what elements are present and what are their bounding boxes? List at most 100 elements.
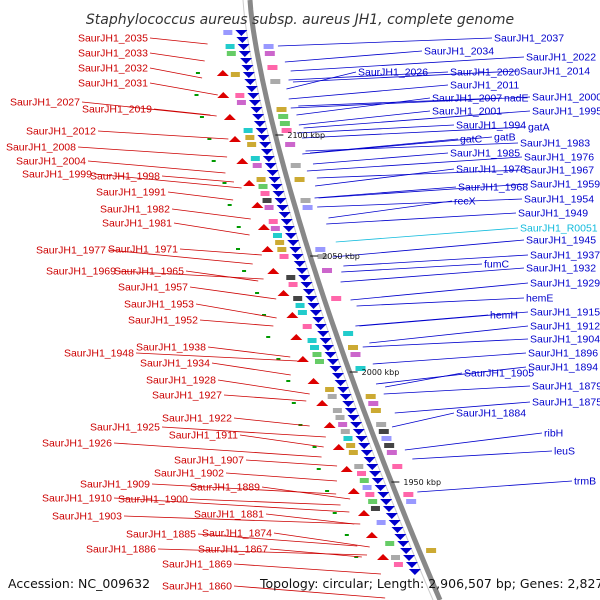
right-gene-label[interactable]: gatA [528,122,550,134]
left-gene-label[interactable]: SaurJH1_2033 [78,48,148,60]
right-gene-label[interactable]: SaurJH1_1879 [532,381,600,393]
left-gene-label[interactable]: SaurJH1_1907 [174,455,244,467]
left-gene-label[interactable]: SaurJH1_1867 [198,544,268,556]
left-gene-label[interactable]: SaurJH1_1927 [152,390,222,402]
gene-marker [236,248,241,250]
left-gene-label[interactable]: SaurJH1_1910 [42,493,112,505]
right-gene-label[interactable]: nadE [504,93,529,105]
left-gene-label[interactable]: SaurJH1_1903 [52,511,122,523]
left-gene-label[interactable]: SaurJH1_2032 [78,63,148,75]
right-gene-label[interactable]: SaurJH1_2014 [520,66,590,78]
right-gene-label[interactable]: SaurJH1_1967 [524,165,594,177]
right-gene-label[interactable]: trmB [574,476,596,488]
left-gene-label[interactable]: SaurJH1_1911 [169,430,238,442]
left-gene-label[interactable]: SaurJH1_1981 [102,218,172,230]
right-gene-label[interactable]: SaurJH1_1912 [530,321,600,333]
left-gene-label[interactable]: SaurJH1_2031 [78,78,148,90]
left-gene-label[interactable]: SaurJH1_1900 [118,494,188,506]
right-gene-label[interactable]: SaurJH1_2022 [526,52,596,64]
right-leader-line [335,227,519,243]
right-gene-label[interactable]: SaurJH1_1985 [450,148,520,160]
left-gene-label[interactable]: SaurJH1_1885 [126,529,196,541]
right-gene-label[interactable]: SaurJH1_1978 [456,164,526,176]
right-gene-label[interactable]: SaurJH1_1915 [530,307,600,319]
right-gene-label[interactable]: recX [454,196,476,208]
left-gene-label[interactable]: SaurJH1_2004 [16,156,86,168]
right-gene-label[interactable]: SaurJH1_1904 [530,334,600,346]
reverse-gene-arrow [305,296,318,302]
left-gene-label[interactable]: SaurJH1_1971 [108,244,178,256]
left-gene-label[interactable]: SaurJH1_1886 [86,544,156,556]
left-gene-label[interactable]: SaurJH1_1874 [202,528,272,540]
right-gene-label[interactable]: SaurJH1_1983 [520,138,590,150]
cog-box [355,366,366,371]
left-gene-label[interactable]: SaurJH1_1934 [140,358,210,370]
left-gene-label[interactable]: SaurJH1_2012 [26,126,96,138]
right-gene-label[interactable]: fumC [484,259,510,271]
left-gene-label[interactable]: SaurJH1_1869 [162,559,232,571]
right-gene-label[interactable]: SaurJH1_1884 [456,408,526,420]
left-gene-label[interactable]: SaurJH1_1860 [162,581,232,593]
right-gene-label[interactable]: hemE [526,293,553,305]
left-gene-label[interactable]: SaurJH1_1952 [128,315,198,327]
right-gene-label[interactable]: SaurJH1_2020 [450,67,520,79]
right-gene-label[interactable]: hemH [490,310,518,322]
right-gene-label[interactable]: SaurJH1_1954 [524,194,594,206]
left-gene-label[interactable]: SaurJH1_2008 [6,142,76,154]
right-gene-label[interactable]: SaurJH1_1894 [528,362,598,374]
right-gene-label[interactable]: SaurJH1_1949 [518,208,588,220]
right-gene-label[interactable]: SaurJH1_2037 [494,33,564,45]
left-gene-label[interactable]: SaurJH1_1998 [90,171,160,183]
right-gene-label[interactable]: SaurJH1_1875 [532,397,600,409]
right-gene-label[interactable]: SaurJH1_1976 [524,152,594,164]
left-gene-label[interactable]: SaurJH1_1938 [136,342,206,354]
right-gene-label[interactable]: SaurJH1_1932 [526,263,596,275]
left-gene-label[interactable]: SaurJH1_1982 [100,204,170,216]
left-gene-label[interactable]: SaurJH1_1977 [36,245,106,257]
right-gene-label[interactable]: SaurJH1_2001 [432,106,502,118]
left-gene-label[interactable]: SaurJH1_1969 [46,266,116,278]
cog-box [384,443,395,448]
left-gene-label[interactable]: SaurJH1_1922 [162,413,232,425]
left-gene-label[interactable]: SaurJH1_1889 [190,482,260,494]
gene-labels[interactable]: SaurJH1_2035 SaurJH1_2033 SaurJH1_2032 Saur… [6,33,600,593]
left-gene-label[interactable]: SaurJH1_1928 [146,375,216,387]
right-gene-label[interactable]: leuS [554,446,575,458]
right-gene-label[interactable]: SaurJH1_1968 [458,182,528,194]
left-gene-label[interactable]: SaurJH1_1965 [114,266,184,278]
left-gene-label[interactable]: SaurJH1_1953 [124,299,194,311]
right-gene-label[interactable]: SaurJH1_1945 [526,235,596,247]
right-gene-label[interactable]: SaurJH1_2011 [450,80,519,92]
rna-gene-label[interactable]: SaurJH1_R0051 [520,223,598,235]
reverse-gene-arrow [244,79,257,85]
right-gene-label[interactable]: SaurJH1_1994 [456,120,526,132]
right-gene-label[interactable]: SaurJH1_2034 [424,46,494,58]
right-gene-label[interactable]: SaurJH1_1995 [532,106,600,118]
left-gene-label[interactable]: SaurJH1_1957 [118,282,188,294]
cog-box [381,436,392,441]
left-gene-label[interactable]: SaurJH1_1999 [22,169,92,181]
left-gene-label[interactable]: SaurJH1_2027 [10,97,80,109]
left-gene-label[interactable]: SaurJH1_1909 [80,479,150,491]
right-gene-label[interactable]: SaurJH1_1905 [464,368,534,380]
reverse-gene-arrow [289,247,302,253]
right-gene-label[interactable]: SaurJH1_1959 [530,179,600,191]
left-gene-label[interactable]: SaurJH1_1926 [42,438,112,450]
left-gene-label[interactable]: SaurJH1_2035 [78,33,148,45]
right-gene-label[interactable]: gatC [460,134,483,146]
right-gene-label[interactable]: SaurJH1_2000 [532,92,600,104]
left-gene-label[interactable]: SaurJH1_1991 [96,187,166,199]
left-gene-label[interactable]: SaurJH1_2019 [82,104,152,116]
right-gene-label[interactable]: ribH [544,428,563,440]
right-gene-label[interactable]: SaurJH1_1937 [530,250,600,262]
right-gene-label[interactable]: gatB [494,132,516,144]
right-gene-label[interactable]: SaurJH1_2007 [432,93,502,105]
right-gene-label[interactable]: SaurJH1_1896 [528,348,598,360]
right-gene-label[interactable]: SaurJH1_1929 [530,278,600,290]
right-gene-label[interactable]: SaurJH1_2026 [358,67,428,79]
right-leader-line [317,198,523,208]
left-gene-label[interactable]: SaurJH1_1948 [64,348,134,360]
left-gene-label[interactable]: SaurJH1_1902 [154,468,224,480]
left-gene-label[interactable]: SaurJH1_1925 [90,422,160,434]
left-gene-label[interactable]: SaurJH1_1881 [194,509,264,521]
